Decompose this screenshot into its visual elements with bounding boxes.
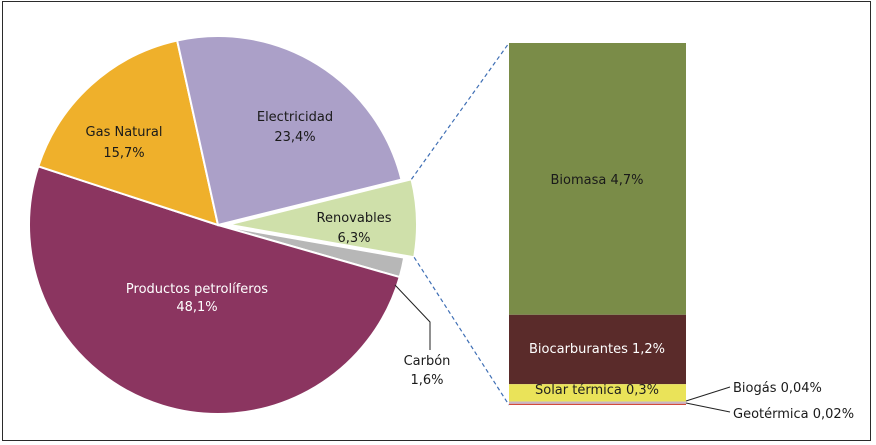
bar-segment-biogas	[509, 401, 686, 404]
pie-label-petroliferos-name: Productos petrolíferos	[126, 282, 268, 297]
pie-label-gas-natural-value: 15,7%	[103, 146, 144, 161]
geotermica-leader-line	[685, 402, 731, 413]
bar-label-solar-termica: Solar térmica 0,3%	[535, 383, 659, 398]
pie-slice-renovables	[227, 178, 418, 259]
bar-segment-biomasa	[509, 43, 686, 315]
bar-label-biocarburantes: Biocarburantes 1,2%	[529, 342, 665, 357]
bar-label-geotermica: Geotérmica 0,02%	[733, 407, 854, 422]
pie-label-carbon-name: Carbón	[404, 354, 451, 369]
connector-line-top	[410, 42, 510, 180]
biogas-leader-line	[685, 386, 731, 402]
bar-label-biomasa: Biomasa 4,7%	[550, 173, 643, 188]
pie-slice-gas-natural	[37, 39, 220, 227]
bar-segment-solar-termica	[509, 384, 686, 402]
stacked-bar	[509, 43, 686, 405]
bar-segment-geotermica	[509, 403, 686, 405]
carbon-leader-line	[394, 284, 431, 350]
pie-label-petroliferos-value: 48,1%	[176, 300, 217, 315]
pie-slice-productos-petroliferos	[28, 165, 401, 415]
pie-label-renovables-value: 6,3%	[337, 231, 370, 246]
bar-segment-biocarburantes	[509, 314, 686, 385]
connector-line-bottom	[413, 256, 510, 406]
pie-slice-electricidad	[175, 35, 403, 227]
pie-chart	[28, 35, 418, 415]
pie-label-carbon-value: 1,6%	[410, 373, 443, 388]
connector-lines	[410, 42, 510, 406]
pie-label-electricidad-name: Electricidad	[257, 110, 333, 125]
bar-label-biogas: Biogás 0,04%	[733, 381, 822, 396]
pie-label-gas-natural-name: Gas Natural	[86, 125, 163, 140]
pie-label-electricidad-value: 23,4%	[274, 130, 315, 145]
pie-label-renovables-name: Renovables	[317, 211, 392, 226]
